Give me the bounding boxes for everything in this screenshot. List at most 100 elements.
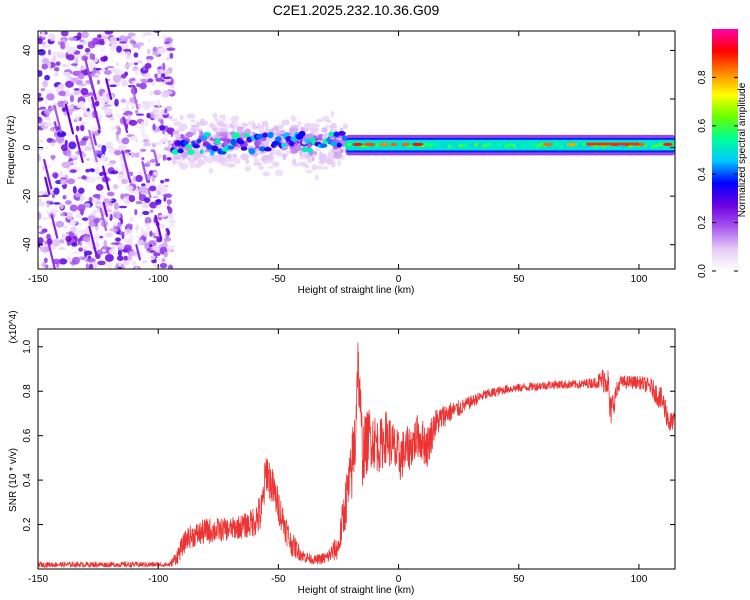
noise-streak bbox=[101, 165, 110, 191]
noise-blob bbox=[50, 209, 59, 213]
noise-blob bbox=[168, 264, 174, 269]
signal-core bbox=[267, 131, 274, 139]
signal-core bbox=[177, 148, 184, 154]
tone-segment bbox=[562, 143, 568, 147]
noise-blob bbox=[139, 213, 143, 218]
noise-blob bbox=[101, 248, 107, 253]
noise-blob bbox=[117, 174, 126, 181]
signal-blob bbox=[343, 123, 349, 130]
noise-blob bbox=[93, 66, 97, 75]
signal-blob bbox=[321, 127, 328, 133]
noise-blob bbox=[78, 247, 83, 252]
noise-blob bbox=[98, 38, 105, 43]
tone-peak bbox=[379, 142, 390, 147]
tone-segment bbox=[397, 142, 403, 147]
signal-core bbox=[187, 149, 195, 156]
signal-blob bbox=[305, 122, 313, 129]
noise-blob bbox=[87, 40, 96, 49]
noise-streak bbox=[83, 56, 94, 90]
noise-blob bbox=[124, 228, 133, 235]
noise-blob bbox=[74, 56, 79, 65]
noise-blob bbox=[79, 39, 84, 43]
signal-blob bbox=[180, 163, 185, 170]
noise-blob bbox=[65, 200, 72, 205]
noise-blob bbox=[62, 64, 67, 68]
signal-core bbox=[285, 135, 293, 142]
signal-blob bbox=[282, 153, 287, 161]
tone-segment bbox=[347, 142, 353, 147]
noise-blob bbox=[53, 66, 60, 72]
noise-blob bbox=[99, 191, 105, 200]
noise-blob bbox=[60, 41, 66, 49]
noise-blob bbox=[38, 225, 43, 229]
noise-blob bbox=[90, 126, 98, 133]
signal-blob bbox=[233, 146, 240, 151]
tone-segment bbox=[473, 143, 479, 147]
noise-blob bbox=[165, 57, 171, 61]
noise-streak bbox=[141, 160, 149, 184]
noise-blob bbox=[124, 152, 130, 159]
signal-blob bbox=[258, 165, 264, 170]
noise-blob bbox=[80, 124, 85, 132]
signal-blob bbox=[314, 176, 319, 181]
noise-blob bbox=[46, 89, 55, 94]
noise-blob bbox=[104, 67, 109, 71]
noise-blob bbox=[38, 107, 43, 111]
y-tick-label: 1.0 bbox=[22, 339, 33, 353]
snr-x-ticks: -150 -100 -50 0 50 100 bbox=[28, 329, 648, 585]
noise-blob bbox=[65, 80, 74, 88]
signal-blob bbox=[317, 165, 322, 170]
tone-segment bbox=[577, 143, 583, 148]
noise-blob bbox=[137, 44, 141, 50]
noise-blob bbox=[123, 260, 130, 266]
noise-blob bbox=[97, 260, 106, 266]
noise-blob bbox=[65, 42, 70, 51]
noise-blob bbox=[152, 195, 159, 199]
noise-blob bbox=[88, 263, 94, 269]
noise-blob bbox=[55, 61, 61, 66]
signal-blob bbox=[274, 169, 284, 177]
signal-blob bbox=[215, 131, 221, 138]
tone-segment bbox=[431, 142, 437, 146]
tone-segment bbox=[477, 143, 483, 147]
noise-blob bbox=[61, 161, 71, 169]
signal-blob bbox=[172, 130, 180, 135]
y-tick-label: 0.8 bbox=[22, 384, 33, 398]
noise-blob bbox=[38, 262, 41, 267]
noise-blob bbox=[147, 78, 154, 83]
noise-blob bbox=[107, 142, 114, 148]
noise-blob bbox=[146, 160, 151, 165]
tone-peak-band bbox=[586, 142, 639, 146]
signal-blob bbox=[236, 126, 243, 133]
snr-y-ticks: 0.2 0.4 0.6 0.8 1.0 bbox=[22, 339, 675, 532]
noise-blob bbox=[144, 73, 152, 80]
noise-blob bbox=[133, 52, 139, 58]
x-tick-label: 100 bbox=[631, 274, 648, 285]
noise-blob bbox=[41, 262, 46, 268]
signal-core bbox=[263, 147, 272, 152]
signal-blob bbox=[277, 124, 284, 130]
noise-blob bbox=[120, 98, 127, 103]
tone-segment bbox=[343, 143, 349, 147]
noise-blob bbox=[152, 107, 158, 115]
noise-blob bbox=[38, 197, 42, 203]
noise-streak bbox=[53, 121, 58, 132]
signal-blob bbox=[244, 165, 252, 172]
noise-blob bbox=[168, 219, 176, 224]
noise-blob bbox=[74, 70, 82, 74]
signal-blob bbox=[214, 118, 219, 122]
noise-blob bbox=[124, 63, 131, 69]
signal-blob bbox=[333, 152, 343, 159]
noise-blob bbox=[119, 41, 128, 44]
noise-blob bbox=[153, 89, 162, 96]
noise-blob bbox=[44, 121, 53, 127]
noise-blob bbox=[85, 52, 90, 56]
signal-blob bbox=[330, 110, 335, 118]
noise-streak bbox=[102, 201, 108, 217]
noise-blob bbox=[139, 82, 147, 90]
noise-blob bbox=[131, 105, 135, 109]
noise-blob bbox=[166, 245, 174, 252]
noise-blob bbox=[135, 138, 139, 143]
signal-blob bbox=[173, 155, 182, 160]
